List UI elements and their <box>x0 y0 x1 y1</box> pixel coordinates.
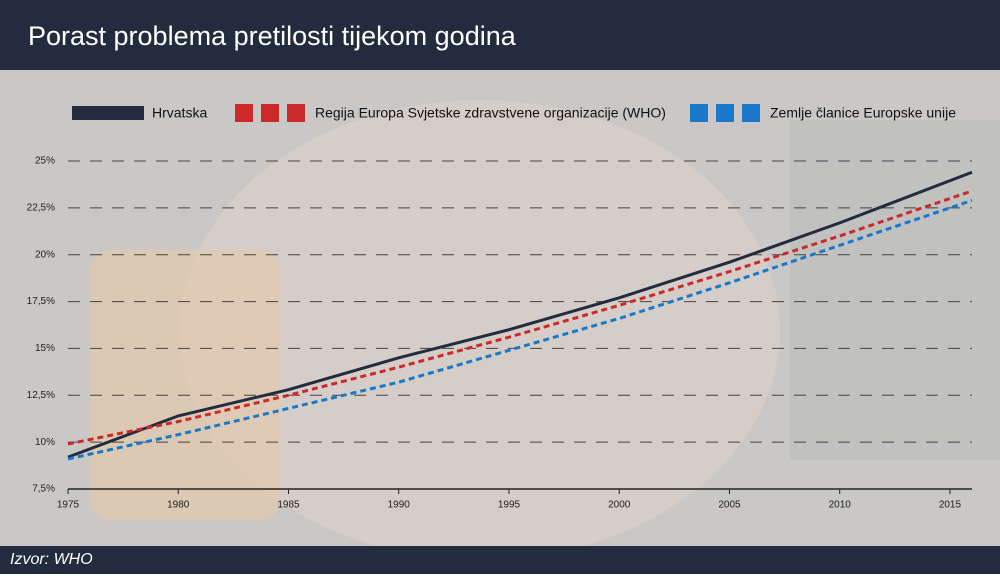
series-line <box>67 170 973 459</box>
x-tick-label: 1975 <box>57 500 80 511</box>
legend-swatch <box>742 104 760 122</box>
x-tick-label: 1985 <box>277 500 300 511</box>
chart-title: Porast problema pretilosti tijekom godin… <box>28 21 517 51</box>
y-tick-label: 12,5% <box>27 390 55 401</box>
y-tick-label: 10% <box>35 437 55 448</box>
y-tick-label: 20% <box>35 249 55 260</box>
x-tick-label: 2010 <box>829 500 852 511</box>
y-tick-label: 15% <box>35 343 55 354</box>
x-tick-label: 2015 <box>939 500 962 511</box>
series-line <box>67 198 973 461</box>
legend-swatch <box>716 104 734 122</box>
legend-swatch <box>72 106 144 120</box>
y-tick-label: 7,5% <box>32 484 55 495</box>
legend-swatch <box>690 104 708 122</box>
footer <box>0 546 1000 574</box>
legend-label: Zemlje članice Europske unije <box>770 105 956 121</box>
y-tick-label: 17,5% <box>27 296 55 307</box>
y-tick-label: 22,5% <box>27 202 55 213</box>
legend-swatch <box>261 104 279 122</box>
x-tick-label: 2000 <box>608 500 631 511</box>
legend-swatch <box>287 104 305 122</box>
x-tick-label: 1995 <box>498 500 521 511</box>
legend-label: Hrvatska <box>152 105 207 121</box>
y-tick-label: 25% <box>35 156 55 167</box>
header <box>0 0 1000 70</box>
x-tick-label: 1980 <box>167 500 190 511</box>
legend-swatch <box>235 104 253 122</box>
series-line <box>67 189 973 446</box>
x-tick-label: 2005 <box>718 500 741 511</box>
x-tick-label: 1990 <box>388 500 411 511</box>
source: Izvor: WHO <box>10 551 93 568</box>
legend-label: Regija Europa Svjetske zdravstvene organ… <box>315 105 666 121</box>
